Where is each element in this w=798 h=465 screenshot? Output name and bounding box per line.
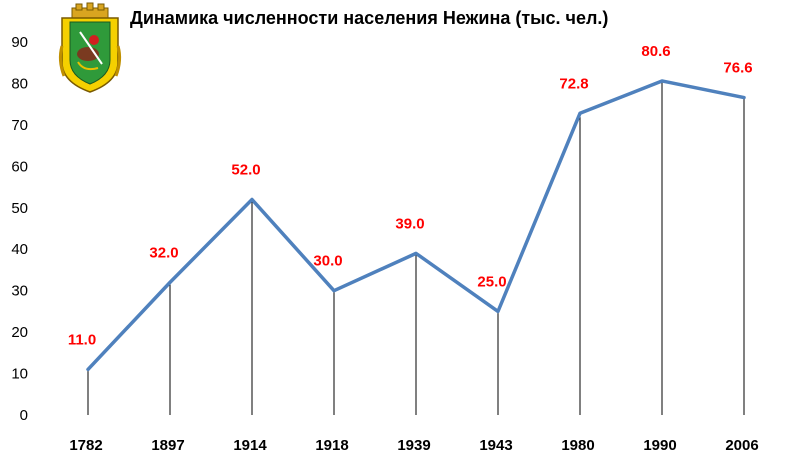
x-tick-label: 1897 bbox=[151, 437, 184, 454]
y-tick-label: 80 bbox=[11, 75, 28, 92]
x-tick-label: 1782 bbox=[69, 437, 102, 454]
y-tick-label: 30 bbox=[11, 283, 28, 300]
y-tick-label: 10 bbox=[11, 366, 28, 383]
x-tick-label: 1943 bbox=[479, 437, 512, 454]
data-label: 72.8 bbox=[559, 75, 588, 92]
data-label: 32.0 bbox=[149, 244, 178, 261]
x-tick-label: 1914 bbox=[233, 437, 267, 454]
data-label: 30.0 bbox=[313, 253, 342, 270]
chart-title: Динамика численности населения Нежина (т… bbox=[130, 8, 608, 28]
x-tick-label: 1939 bbox=[397, 437, 430, 454]
x-tick-label: 1980 bbox=[561, 437, 594, 454]
data-label: 52.0 bbox=[231, 161, 260, 178]
y-tick-label: 70 bbox=[11, 117, 28, 134]
y-tick-label: 20 bbox=[11, 324, 28, 341]
data-label: 76.6 bbox=[723, 60, 752, 77]
data-label: 25.0 bbox=[477, 273, 506, 290]
y-axis: 0 10 20 30 40 50 60 70 80 90 bbox=[11, 34, 28, 424]
y-tick-label: 90 bbox=[11, 34, 28, 51]
x-tick-label: 1918 bbox=[315, 437, 348, 454]
data-label: 39.0 bbox=[395, 215, 424, 232]
y-tick-label: 0 bbox=[20, 407, 28, 424]
data-labels: 11.0 32.0 52.0 30.0 39.0 25.0 72.8 80.6 76.6 bbox=[68, 43, 753, 348]
y-tick-label: 50 bbox=[11, 200, 28, 217]
x-axis: 1782 1897 1914 1918 1939 1943 1980 1990 2006 bbox=[69, 437, 758, 454]
data-label: 80.6 bbox=[641, 43, 670, 60]
y-tick-label: 40 bbox=[11, 241, 28, 258]
series-line bbox=[86, 79, 746, 372]
y-tick-label: 60 bbox=[11, 158, 28, 175]
series-layer bbox=[86, 79, 746, 372]
x-tick-label: 2006 bbox=[725, 437, 758, 454]
coat-of-arms-icon bbox=[58, 2, 122, 93]
x-tick-label: 1990 bbox=[643, 437, 676, 454]
drop-lines bbox=[87, 80, 745, 415]
data-label: 11.0 bbox=[68, 331, 96, 348]
